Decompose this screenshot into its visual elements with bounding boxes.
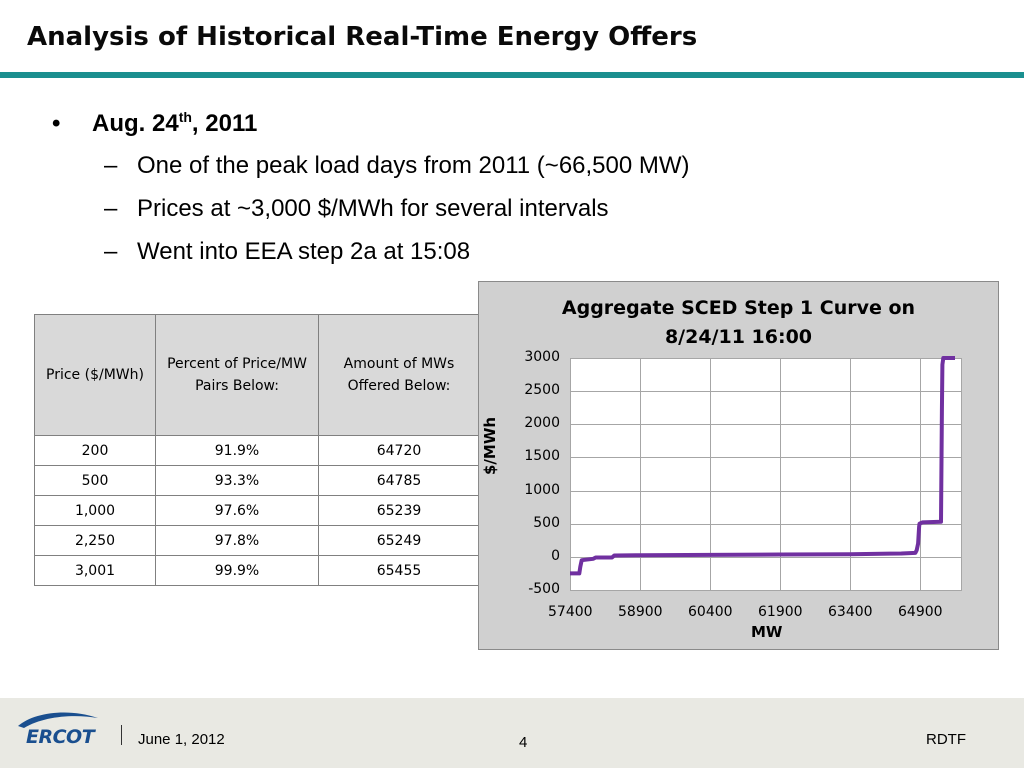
- chart-plot-area: [570, 358, 962, 591]
- cell-price: 2,250: [34, 525, 156, 556]
- chart-title-line1: Aggregate SCED Step 1 Curve on: [561, 297, 916, 319]
- chart-y-tick-label: -500: [528, 581, 560, 597]
- chart-y-tick-label: 2000: [524, 415, 560, 432]
- chart-y-tick-label: 2500: [524, 382, 560, 399]
- sub-bullet-marker: –: [104, 195, 118, 222]
- chart-x-tick-label: 64900: [898, 604, 943, 620]
- cell-price: 500: [34, 465, 156, 496]
- cell-percent: 93.3%: [155, 465, 319, 496]
- cell-amount: 65455: [318, 555, 480, 586]
- price-offer-table: Price ($/MWh) Percent of Price/MW Pairs …: [34, 314, 480, 586]
- sub-bullet-marker: –: [104, 152, 118, 179]
- cell-price: 200: [34, 435, 156, 466]
- chart-title: Aggregate SCED Step 1 Curve on 8/24/11 1…: [479, 294, 998, 352]
- cell-amount: 64720: [318, 435, 480, 466]
- chart-y-tick-label: 1000: [524, 481, 560, 498]
- chart-x-tick-label: 58900: [618, 604, 663, 620]
- chart-gridline-v: [920, 358, 921, 590]
- cell-percent: 97.6%: [155, 495, 319, 526]
- title-divider: [0, 72, 1024, 78]
- chart-series-path: [570, 356, 955, 576]
- bullet-date-superscript: th: [178, 109, 192, 125]
- bullet-date-main: Aug. 24: [92, 110, 179, 137]
- chart-gridline-v: [570, 358, 571, 590]
- cell-price: 3,001: [34, 555, 156, 586]
- chart-gridline-v: [961, 358, 962, 590]
- cell-percent: 97.8%: [155, 525, 319, 556]
- chart-gridline-h: [570, 391, 962, 393]
- footer-org: RDTF: [926, 731, 966, 748]
- chart-gridline-h: [570, 358, 962, 359]
- bullet-date-text: Aug. 24th, 2011: [92, 110, 257, 138]
- bullet-date-year: , 2011: [191, 110, 258, 137]
- bullet-marker: •: [52, 110, 61, 137]
- chart-gridline-h: [570, 523, 962, 525]
- cell-amount: 64785: [318, 465, 480, 496]
- chart-y-tick-label: 0: [551, 547, 560, 564]
- chart-x-axis-label: MW: [751, 623, 783, 641]
- chart-series-line: [570, 356, 955, 576]
- chart-gridline-h: [570, 457, 962, 459]
- header-price: Price ($/MWh): [34, 314, 156, 436]
- footer-separator: [121, 725, 122, 745]
- table-row: 1,000 97.6% 65239: [34, 495, 480, 526]
- cell-price: 1,000: [34, 495, 156, 526]
- footer-date: June 1, 2012: [138, 731, 225, 748]
- chart-gridline-h: [570, 490, 962, 492]
- footer-bar: [0, 698, 1024, 768]
- sub-bullet-text: Prices at ~3,000 $/MWh for several inter…: [137, 195, 609, 222]
- chart-x-tick-label: 57400: [548, 604, 593, 620]
- chart-title-line2: 8/24/11 16:00: [664, 326, 813, 348]
- chart-x-tick-label: 61900: [758, 604, 803, 620]
- table-row: 200 91.9% 64720: [34, 435, 480, 466]
- sub-bullet-text: One of the peak load days from 2011 (~66…: [137, 152, 690, 179]
- chart-y-tick-label: 1500: [524, 448, 560, 465]
- chart-gridline-h: [570, 590, 962, 591]
- chart-gridline-v: [710, 358, 711, 590]
- ercot-logo-swoosh: [18, 712, 98, 728]
- chart-x-tick-label: 60400: [688, 604, 733, 620]
- cell-percent: 91.9%: [155, 435, 319, 466]
- sub-bullet-marker: –: [104, 238, 118, 265]
- chart-y-tick-label: 3000: [524, 349, 560, 365]
- chart-gridline-h: [570, 424, 962, 426]
- cell-percent: 99.9%: [155, 555, 319, 586]
- cell-amount: 65249: [318, 525, 480, 556]
- page-number: 4: [519, 734, 528, 751]
- ercot-logo: ERCOT: [26, 726, 95, 748]
- table-row: 500 93.3% 64785: [34, 465, 480, 496]
- table-row: 3,001 99.9% 65455: [34, 555, 480, 586]
- cell-amount: 65239: [318, 495, 480, 526]
- slide-title: Analysis of Historical Real-Time Energy …: [27, 22, 698, 52]
- table-row: 2,250 97.8% 65249: [34, 525, 480, 556]
- chart-x-tick-label: 63400: [828, 604, 873, 620]
- chart-gridline-v: [850, 358, 851, 590]
- chart-y-tick-label: 500: [533, 514, 560, 531]
- chart-gridline-h: [570, 556, 962, 558]
- sub-bullet-text: Went into EEA step 2a at 15:08: [137, 238, 471, 265]
- table-header-row: Price ($/MWh) Percent of Price/MW Pairs …: [34, 314, 480, 436]
- chart-y-axis-label: $/MWh: [481, 416, 499, 475]
- header-percent: Percent of Price/MW Pairs Below:: [155, 314, 319, 436]
- chart-gridline-v: [780, 358, 781, 590]
- chart-gridline-v: [640, 358, 641, 590]
- header-amount: Amount of MWs Offered Below:: [318, 314, 480, 436]
